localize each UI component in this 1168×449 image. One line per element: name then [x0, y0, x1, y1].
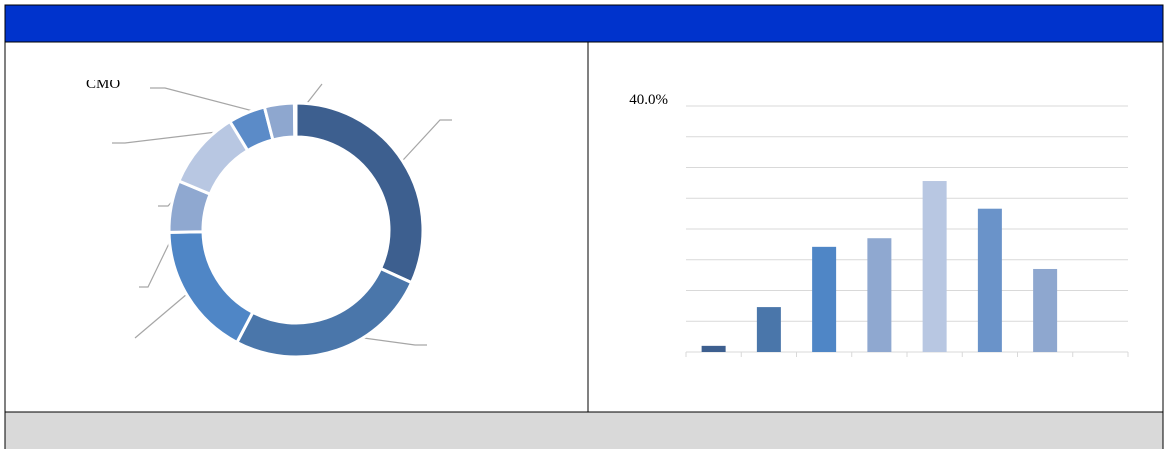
data-label: CMO	[86, 76, 120, 92]
footer-panel	[4, 411, 1164, 449]
y-tick-label: 40.0%	[629, 92, 668, 108]
bar	[922, 181, 947, 352]
bar	[1033, 268, 1058, 352]
bar	[701, 345, 726, 352]
donut-chart: CMOMBS, 0.2%	[86, 76, 425, 359]
bar	[977, 208, 1002, 352]
right-panel	[587, 41, 1164, 413]
bar-chart: 40.0%	[629, 92, 1129, 357]
bar	[867, 238, 892, 352]
bar	[812, 246, 837, 352]
donut-segment	[292, 101, 298, 139]
bar	[756, 307, 781, 352]
header-bar	[4, 4, 1164, 43]
